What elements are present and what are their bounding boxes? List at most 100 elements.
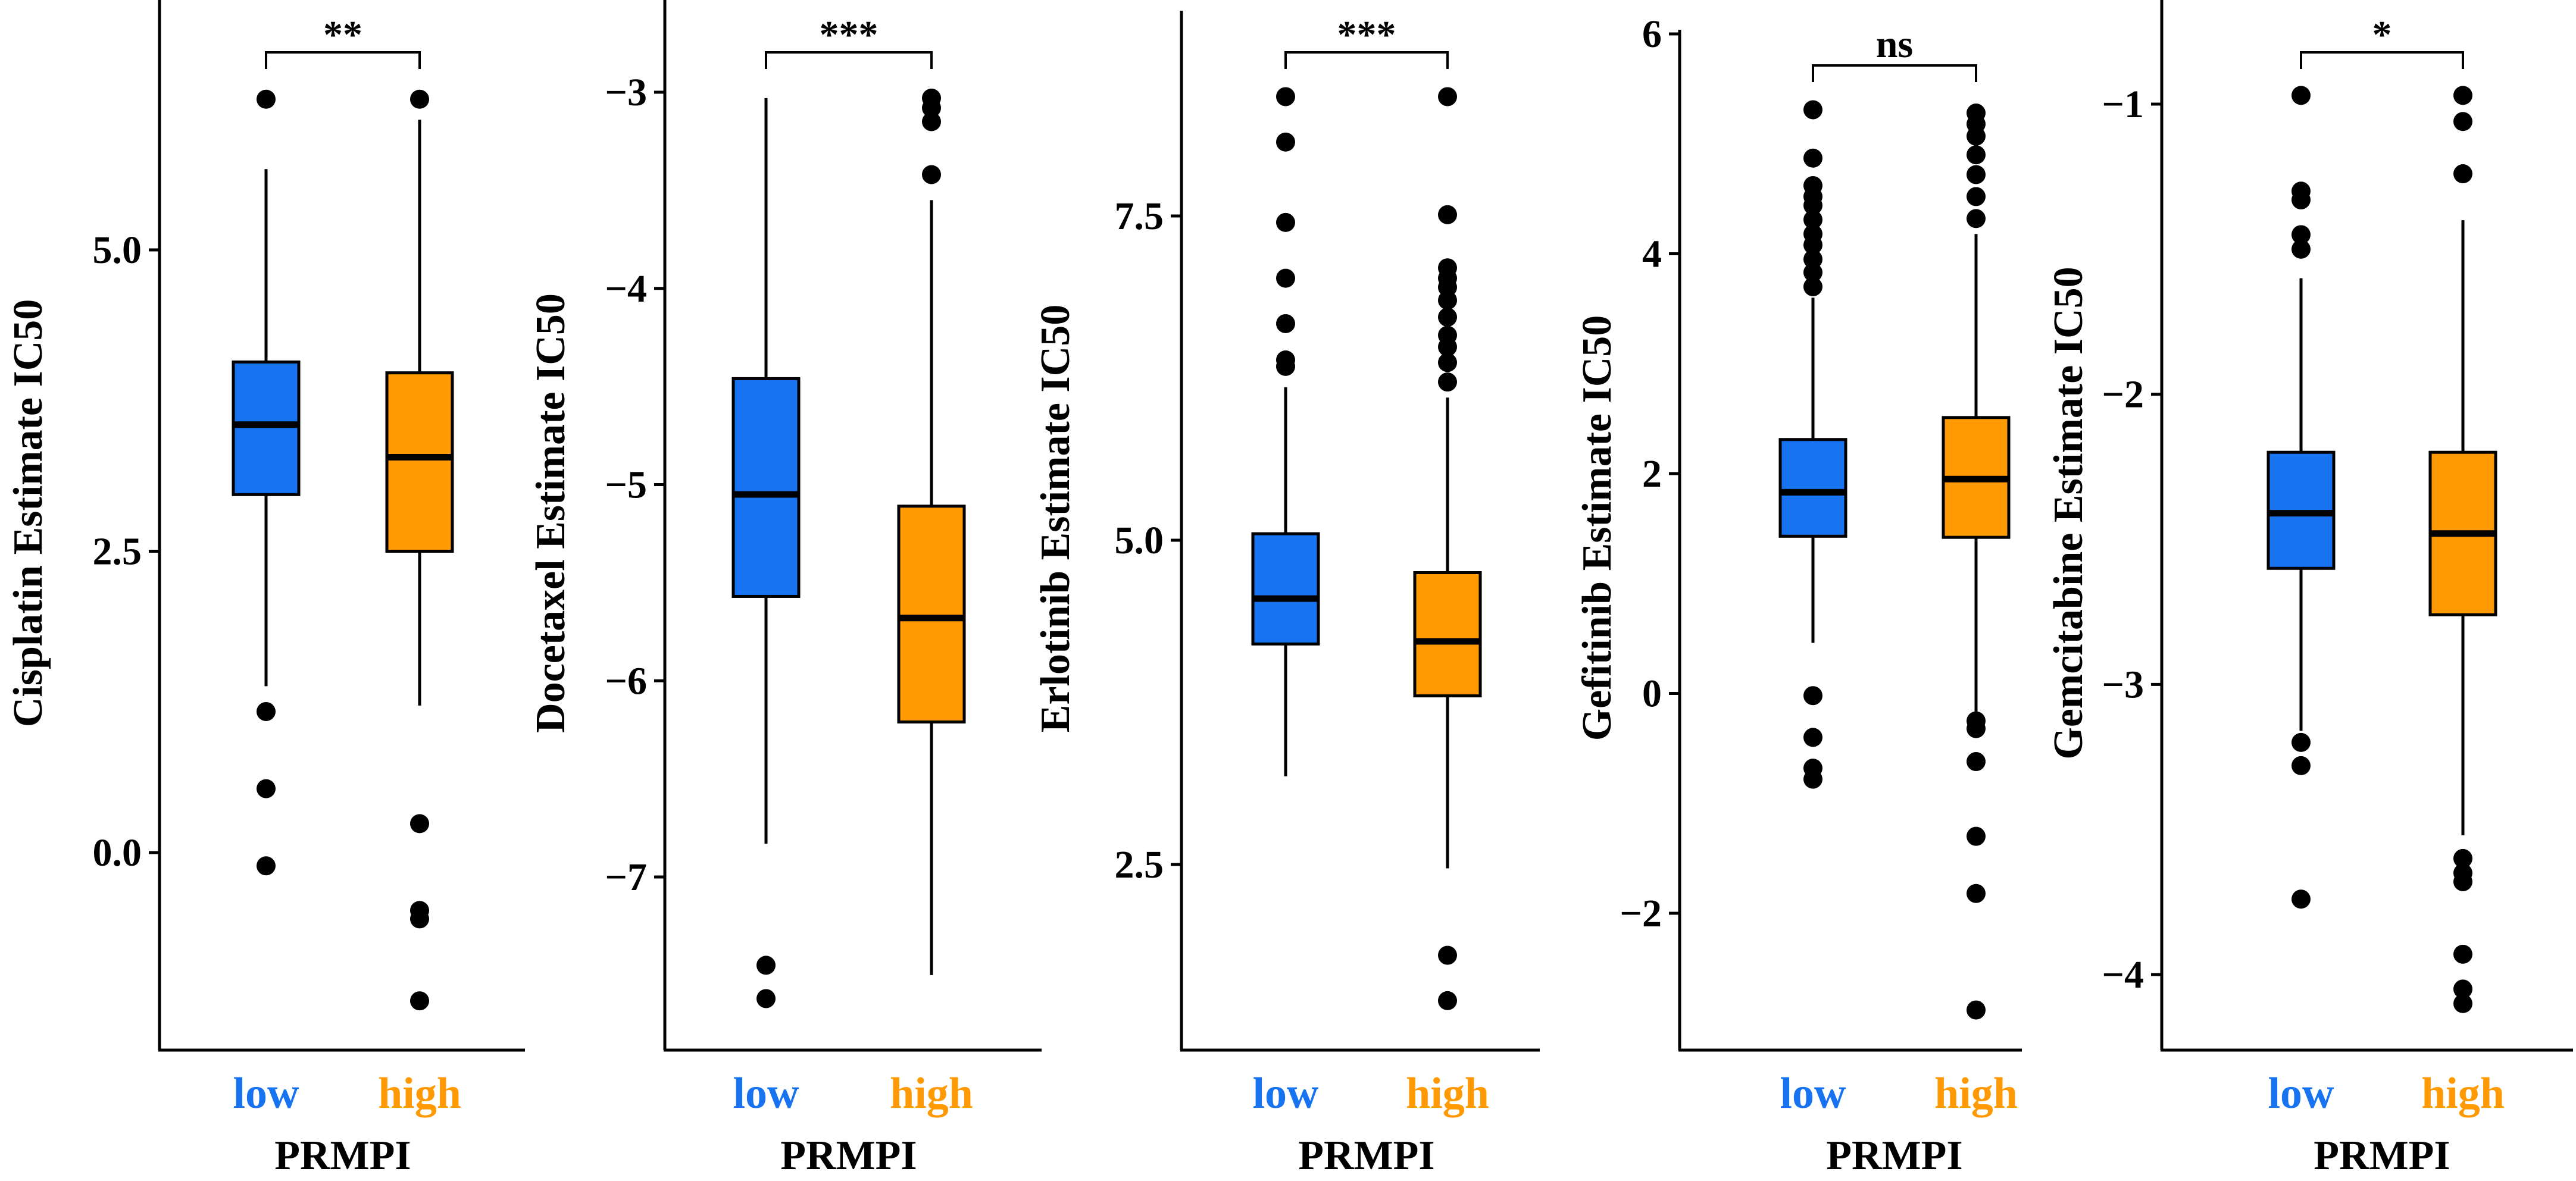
box-high: [897, 88, 966, 975]
box-low: [232, 89, 301, 876]
outlier-point: [1803, 262, 1822, 282]
outlier-point: [1276, 314, 1295, 333]
outlier-point: [410, 89, 429, 109]
outlier-point: [2453, 994, 2472, 1013]
box-high: [1942, 104, 2011, 1020]
y-tick-label: 5.0: [1115, 519, 1164, 562]
outlier-point: [1438, 290, 1457, 310]
outlier-point: [1276, 268, 1295, 288]
outlier-point: [257, 779, 276, 798]
outlier-point: [2453, 848, 2472, 868]
box-low: [1251, 87, 1320, 776]
category-label-low: low: [733, 1069, 800, 1118]
x-axis-label: PRMPI: [2314, 1133, 2450, 1179]
y-tick-label: 0: [1642, 672, 1662, 716]
outlier-point: [2453, 86, 2472, 105]
outlier-point: [1803, 148, 1822, 168]
panel-1: 0.0 2.5 5.0 Cisplatin Estimate IC50 low high P…: [5, 0, 525, 1179]
significance-bracket: [1812, 64, 1977, 82]
outlier-point: [1803, 100, 1822, 120]
category-label-high: high: [1934, 1069, 2018, 1118]
outlier-point: [1438, 991, 1457, 1010]
y-tick-label: 2.5: [93, 530, 142, 574]
y-tick-label: 2: [1642, 452, 1662, 496]
y-tick-label: 4: [1642, 233, 1662, 276]
outlier-point: [1438, 353, 1457, 372]
box-low: [1778, 100, 1847, 789]
y-tick-label: −2: [1620, 892, 1662, 935]
outlier-point: [2291, 190, 2311, 209]
y-axis-label: Docetaxel Estimate IC50: [528, 293, 574, 733]
outlier-point: [2291, 756, 2311, 775]
panel-2: −7 −6 −5 −4 −3 Docetaxel Estimate IC50 low high…: [528, 0, 1042, 1179]
y-tick-label: 2.5: [1115, 843, 1164, 886]
outlier-point: [1276, 87, 1295, 106]
x-axis-label: PRMPI: [780, 1133, 917, 1179]
outlier-point: [410, 814, 429, 834]
outlier-point: [2453, 112, 2472, 131]
box-high: [1413, 87, 1482, 1010]
box-body: [897, 505, 966, 723]
outlier-point: [922, 112, 941, 131]
outlier-point: [2453, 164, 2472, 184]
outlier-point: [257, 89, 276, 109]
outlier-point: [922, 165, 941, 184]
outlier-point: [1438, 205, 1457, 224]
y-tick-label: −3: [605, 71, 647, 114]
x-axis-label: PRMPI: [274, 1133, 411, 1179]
box-body: [232, 360, 301, 496]
outlier-point: [2453, 872, 2472, 891]
outlier-point: [1276, 356, 1295, 376]
outlier-point: [1803, 686, 1822, 706]
box-body: [1778, 438, 1847, 538]
category-label-high: high: [378, 1069, 461, 1118]
x-axis-label: PRMPI: [1826, 1133, 1962, 1179]
outlier-point: [1803, 249, 1822, 269]
y-axis-label: Gemcitabine Estimate IC50: [2046, 267, 2092, 759]
significance-bracket: [265, 51, 421, 69]
outlier-point: [2291, 225, 2311, 245]
outlier-point: [257, 701, 276, 721]
category-label-high: high: [1406, 1069, 1489, 1118]
y-tick-label: −4: [2102, 953, 2144, 997]
box-high: [2428, 86, 2497, 1013]
outlier-point: [1967, 187, 1986, 206]
significance-bracket: [2300, 51, 2464, 69]
x-axis-label: PRMPI: [1298, 1133, 1434, 1179]
y-tick-label: −7: [605, 856, 647, 899]
category-label-low: low: [233, 1069, 300, 1118]
y-tick-label: 6: [1642, 12, 1662, 56]
significance-label: ***: [1337, 13, 1396, 57]
outlier-point: [1803, 728, 1822, 747]
outlier-point: [410, 991, 429, 1011]
panel-3: 2.5 5.0 7.5 Erlotinib Estimate IC50 low high P…: [1033, 11, 1540, 1179]
panel-5: −4 −3 −2 −1 Gemcitabine Estimate IC50 low high…: [2046, 0, 2573, 1179]
outlier-point: [1276, 132, 1295, 152]
outlier-point: [1438, 87, 1457, 106]
outlier-point: [1438, 337, 1457, 357]
outlier-point: [2453, 979, 2472, 999]
y-tick-label: 0.0: [93, 831, 142, 875]
outlier-point: [1438, 308, 1457, 327]
significance-bracket: [765, 51, 933, 69]
outlier-point: [1276, 212, 1295, 232]
significance-label: **: [323, 13, 362, 57]
outlier-point: [1967, 209, 1986, 228]
outlier-point: [2453, 944, 2472, 964]
y-axis-label: Erlotinib Estimate IC50: [1033, 305, 1078, 732]
category-label-high: high: [890, 1069, 973, 1118]
outlier-point: [2291, 732, 2311, 752]
outlier-point: [1803, 235, 1822, 255]
outlier-point: [922, 98, 941, 118]
outlier-point: [1967, 719, 1986, 738]
outlier-point: [1803, 277, 1822, 296]
category-label-low: low: [2268, 1069, 2335, 1118]
y-tick-label: −3: [2102, 663, 2144, 706]
significance-label: ***: [820, 13, 879, 57]
box-body: [385, 371, 454, 553]
outlier-point: [1967, 884, 1986, 903]
box-body: [1413, 571, 1482, 698]
box-low: [731, 98, 801, 1008]
outlier-point: [756, 989, 776, 1008]
outlier-point: [1967, 126, 1986, 146]
